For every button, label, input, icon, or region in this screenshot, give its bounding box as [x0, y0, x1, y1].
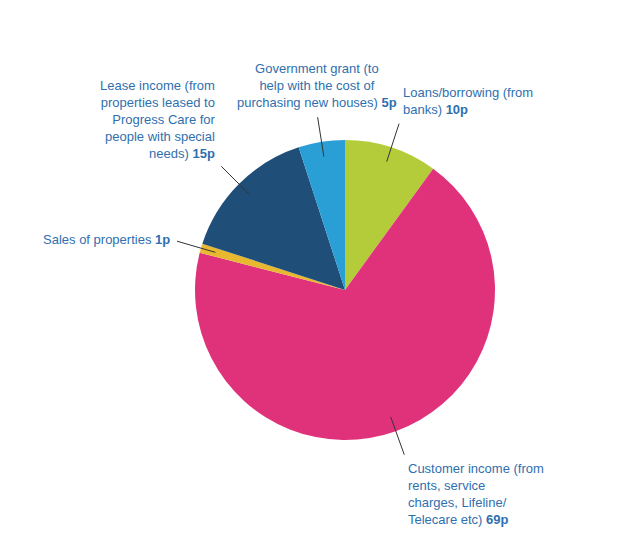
svg-text:Lease income (fromproperties l: Lease income (fromproperties leased toPr…	[100, 78, 216, 161]
svg-text:Government grant (tohelp with: Government grant (tohelp with the cost o…	[237, 61, 397, 110]
svg-text:Loans/borrowing (frombanks) 10: Loans/borrowing (frombanks) 10p	[403, 85, 533, 117]
svg-text:Sales of properties 1p: Sales of properties 1p	[43, 232, 170, 247]
svg-text:Customer income (fromrents, se: Customer income (fromrents, servicecharg…	[408, 461, 544, 527]
